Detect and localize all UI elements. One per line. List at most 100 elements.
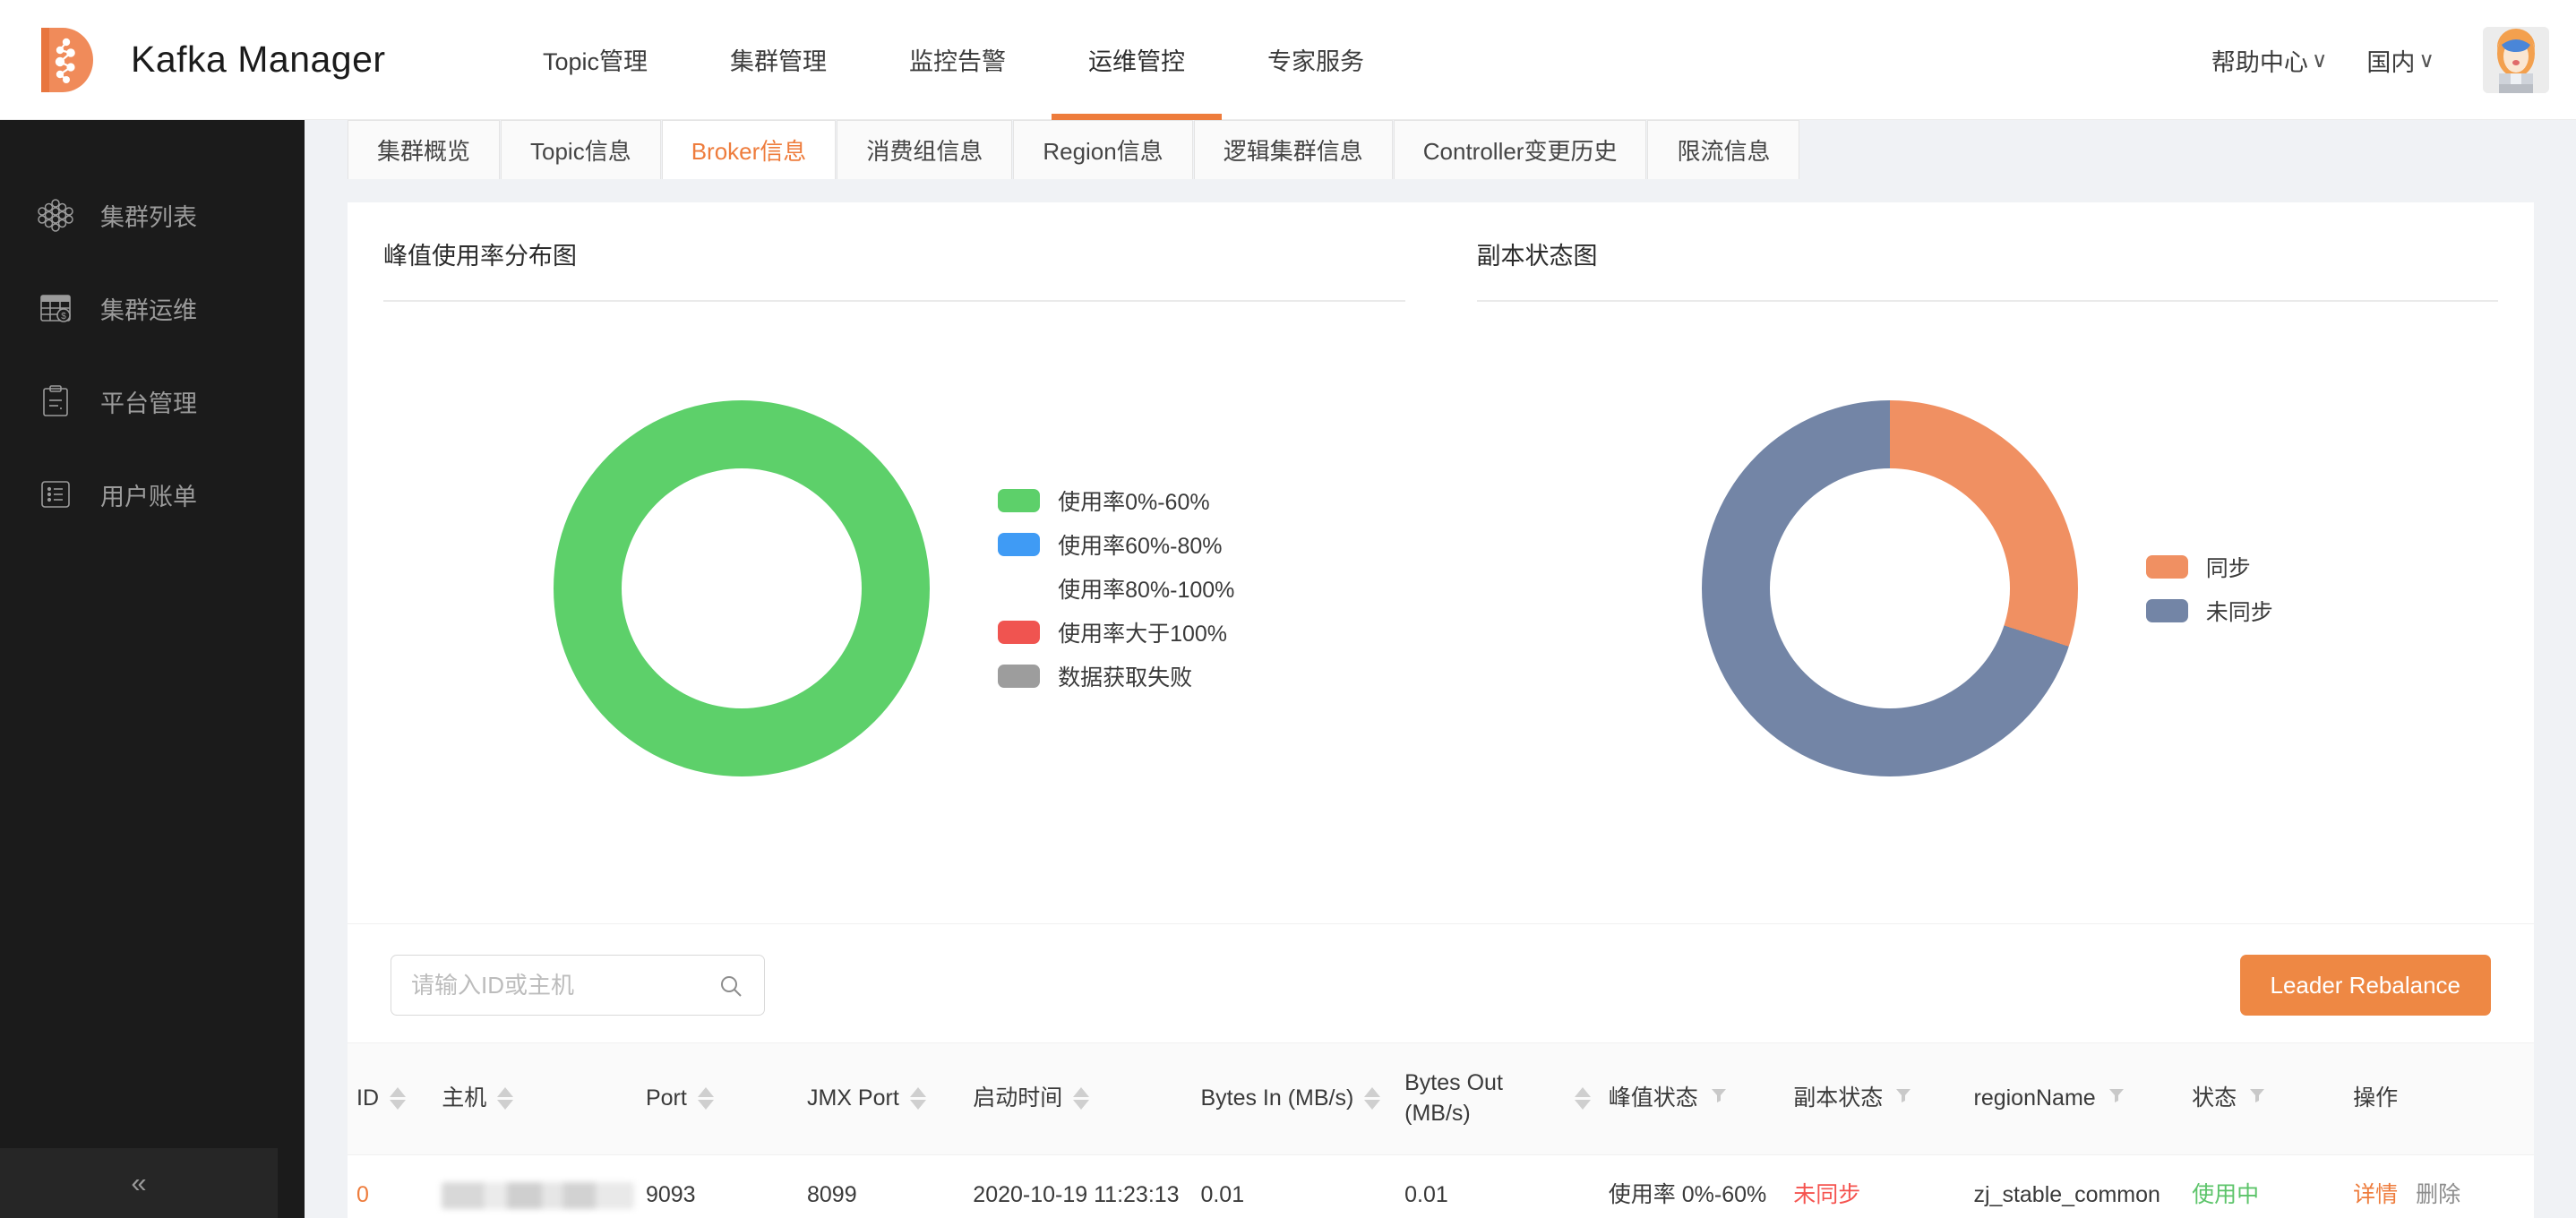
legend-item[interactable]: 数据获取失败 xyxy=(998,660,1234,692)
col-bytes-out[interactable]: Bytes Out (MB/s) xyxy=(1395,1042,1600,1154)
peak-usage-donut[interactable] xyxy=(554,400,931,776)
nav-item-ops-control[interactable]: 运维管控 xyxy=(1047,0,1226,120)
search-icon[interactable] xyxy=(717,973,744,1004)
clipboard-icon xyxy=(36,382,75,421)
tab-label: Controller变更历史 xyxy=(1422,138,1618,165)
tab-topic-info[interactable]: Topic信息 xyxy=(501,120,661,179)
col-status[interactable]: 状态 xyxy=(2183,1042,2345,1154)
chart-body: 同步 未同步 xyxy=(1477,302,2499,875)
cell-bytes-in: 0.01 xyxy=(1191,1154,1396,1218)
legend-item[interactable]: 同步 xyxy=(2145,551,2273,583)
cell-operations: 详情 删除 xyxy=(2344,1154,2534,1218)
table-toolbar: Leader Rebalance xyxy=(348,923,2534,1042)
column-label: 峰值状态 xyxy=(1608,1085,1698,1111)
cell-peak-state: 使用率 0%-60% xyxy=(1599,1154,1785,1218)
legend-item[interactable]: 使用率60%-80% xyxy=(998,528,1234,561)
col-host[interactable]: 主机 xyxy=(433,1042,637,1154)
column-label: ID xyxy=(356,1085,379,1111)
nav-item-label: 集群管理 xyxy=(730,48,828,75)
leader-rebalance-button[interactable]: Leader Rebalance xyxy=(2239,955,2491,1016)
col-replica-state[interactable]: 副本状态 xyxy=(1784,1042,1965,1154)
nav-item-monitor-alarm[interactable]: 监控告警 xyxy=(868,0,1047,120)
sort-icon[interactable] xyxy=(909,1087,926,1111)
tab-broker-info[interactable]: Broker信息 xyxy=(661,120,837,179)
table-row[interactable]: 0 9093 8099 2020-10-19 11:23:13 0.01 0.0… xyxy=(348,1154,2534,1218)
search-input[interactable] xyxy=(411,971,707,999)
legend-label: 使用率0%-60% xyxy=(1058,490,1210,515)
sort-icon[interactable] xyxy=(390,1087,406,1111)
tab-controller-history[interactable]: Controller变更历史 xyxy=(1393,120,1647,179)
nav-item-expert-service[interactable]: 专家服务 xyxy=(1226,0,1405,120)
tab-label: 逻辑集群信息 xyxy=(1223,138,1363,165)
col-peak-state[interactable]: 峰值状态 xyxy=(1599,1042,1785,1154)
sort-icon[interactable] xyxy=(1364,1087,1381,1111)
peak-usage-chart-card: 峰值使用率分布图 使用率0%-60% xyxy=(348,202,1441,923)
col-region-name[interactable]: regionName xyxy=(1964,1042,2184,1154)
broker-id-link[interactable]: 0 xyxy=(356,1181,369,1207)
detail-link[interactable]: 详情 xyxy=(2353,1181,2399,1207)
cluster-hex-icon xyxy=(36,195,75,235)
legend-swatch-icon xyxy=(998,665,1041,688)
legend-item[interactable]: 使用率0%-60% xyxy=(998,485,1234,517)
column-label: 状态 xyxy=(2192,1085,2237,1111)
chart-title: 峰值使用率分布图 xyxy=(383,243,577,270)
list-box-icon xyxy=(36,475,75,514)
col-id[interactable]: ID xyxy=(348,1042,434,1154)
col-jmx-port[interactable]: JMX Port xyxy=(797,1042,965,1154)
sidebar-collapse-button[interactable]: « xyxy=(0,1148,278,1218)
sort-icon[interactable] xyxy=(697,1087,714,1111)
sidebar-item-user-bills[interactable]: 用户账单 xyxy=(0,451,305,537)
cell-start-time: 2020-10-19 11:23:13 xyxy=(964,1154,1192,1218)
status-badge: 使用中 xyxy=(2192,1181,2260,1207)
filter-icon[interactable] xyxy=(1893,1085,1913,1111)
legend-swatch-icon xyxy=(998,577,1040,600)
help-center-label: 帮助中心 xyxy=(2211,48,2308,76)
avatar[interactable] xyxy=(2483,27,2549,93)
sidebar-item-cluster-ops[interactable]: $ 集群运维 xyxy=(0,265,305,351)
filter-icon[interactable] xyxy=(2247,1085,2267,1111)
tab-label: 限流信息 xyxy=(1677,138,1771,165)
tab-consumer-group-info[interactable]: 消费组信息 xyxy=(837,120,1013,179)
filter-icon[interactable] xyxy=(1709,1085,1729,1111)
delete-link[interactable]: 删除 xyxy=(2416,1181,2461,1207)
region-selector[interactable]: 国内 ∨ xyxy=(2366,43,2434,78)
chevron-down-icon: ∨ xyxy=(2311,47,2328,73)
brand[interactable]: Kafka Manager xyxy=(0,22,502,98)
legend-item[interactable]: 使用率80%-100% xyxy=(998,572,1234,605)
search-box[interactable] xyxy=(391,955,765,1016)
sort-icon[interactable] xyxy=(497,1087,514,1111)
tab-throttle-info[interactable]: 限流信息 xyxy=(1647,120,1800,179)
legend-item[interactable]: 未同步 xyxy=(2145,595,2273,627)
legend-swatch-icon xyxy=(2145,598,2188,622)
replica-status-legend: 同步 未同步 xyxy=(2145,551,2273,627)
tab-label: 集群概览 xyxy=(377,138,471,165)
legend-item[interactable]: 使用率大于100% xyxy=(998,616,1234,648)
svg-text:$: $ xyxy=(61,312,66,322)
col-port[interactable]: Port xyxy=(636,1042,798,1154)
col-bytes-in[interactable]: Bytes In (MB/s) xyxy=(1191,1042,1396,1154)
replica-status-donut[interactable] xyxy=(1701,400,2078,776)
sort-icon[interactable] xyxy=(1574,1087,1591,1111)
column-label: Bytes Out (MB/s) xyxy=(1404,1070,1503,1126)
legend-label: 同步 xyxy=(2205,555,2251,581)
double-chevron-left-icon: « xyxy=(131,1167,147,1198)
nav-item-topic[interactable]: Topic管理 xyxy=(502,0,689,120)
tab-cluster-overview[interactable]: 集群概览 xyxy=(348,120,501,179)
legend-label: 使用率60%-80% xyxy=(1058,534,1223,559)
cell-id: 0 xyxy=(348,1154,434,1218)
divider xyxy=(383,300,1405,302)
sidebar-item-platform-mgmt[interactable]: 平台管理 xyxy=(0,358,305,444)
sidebar-item-cluster-list[interactable]: 集群列表 xyxy=(0,172,305,258)
filter-icon[interactable] xyxy=(2107,1085,2126,1111)
nav-item-cluster-mgmt[interactable]: 集群管理 xyxy=(689,0,868,120)
cell-host xyxy=(433,1154,637,1218)
help-center-menu[interactable]: 帮助中心 ∨ xyxy=(2211,43,2328,78)
tab-region-info[interactable]: Region信息 xyxy=(1013,120,1193,179)
sort-icon[interactable] xyxy=(1073,1087,1090,1111)
column-label: 主机 xyxy=(442,1085,487,1111)
chart-body: 使用率0%-60% 使用率60%-80% 使用率80%-100% xyxy=(383,302,1405,875)
tab-logical-cluster-info[interactable]: 逻辑集群信息 xyxy=(1193,120,1393,179)
col-start-time[interactable]: 启动时间 xyxy=(964,1042,1192,1154)
status-badge: 未同步 xyxy=(1793,1181,1861,1207)
